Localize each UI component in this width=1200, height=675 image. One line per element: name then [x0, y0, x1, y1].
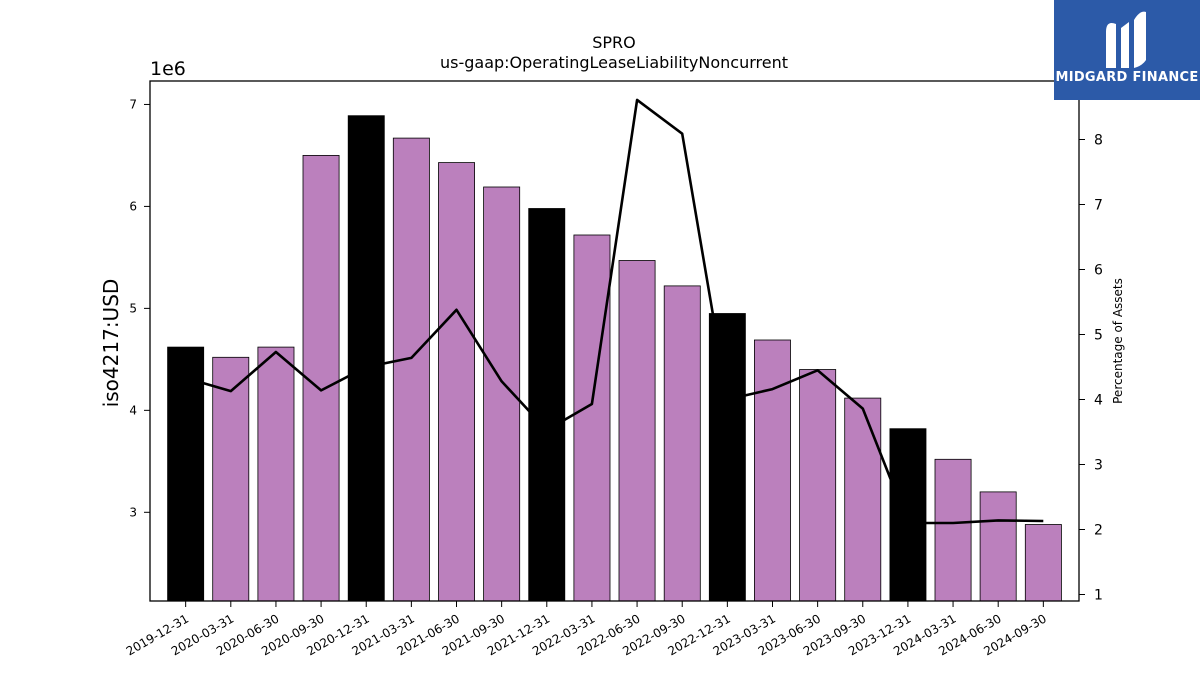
- y2-tick-label-5: 5: [1094, 328, 1103, 344]
- bar-2024-06-30: [979, 491, 1017, 602]
- y-tick-label-6: 6: [129, 199, 137, 213]
- bar-2020-03-31: [212, 356, 250, 602]
- bar-2020-06-30: [257, 346, 295, 602]
- bar-2020-09-30: [302, 154, 340, 602]
- y2-axis-label: Percentage of Assets: [1111, 278, 1125, 404]
- bar-2022-06-30: [618, 260, 656, 602]
- y-tick-label-5: 5: [129, 301, 137, 315]
- y2-tick-label-1: 1: [1094, 588, 1103, 604]
- bar-2019-12-31: [167, 346, 205, 602]
- y2-tick-label-3: 3: [1094, 458, 1103, 474]
- bar-2023-12-31: [889, 428, 927, 602]
- bar-2023-06-30: [799, 369, 837, 602]
- bar-2023-03-31: [754, 339, 791, 602]
- bar-2022-03-31: [573, 234, 611, 602]
- bar-2024-03-31: [934, 458, 972, 602]
- logo-text: MIDGARD FINANCE: [1055, 70, 1199, 85]
- plot-frame: [149, 80, 1080, 602]
- bar-2020-12-31: [347, 115, 385, 602]
- brand-logo: MIDGARD FINANCE: [1054, 0, 1200, 100]
- bar-2021-03-31: [392, 137, 430, 602]
- bar-2022-09-30: [663, 285, 701, 602]
- line-layer: [185, 98, 1044, 525]
- chart-subtitle: us-gaap:OperatingLeaseLiabilityNoncurren…: [440, 53, 788, 72]
- bar-2021-12-31: [528, 208, 566, 602]
- y-tick-label-3: 3: [129, 505, 137, 519]
- y2-tick-label-2: 2: [1094, 523, 1103, 539]
- chart-title: SPRO: [592, 33, 636, 52]
- y2-tick-label-4: 4: [1094, 393, 1103, 409]
- bars-layer: [167, 115, 1062, 602]
- y2-tick-label-7: 7: [1094, 198, 1103, 214]
- y-tick-label-4: 4: [129, 403, 137, 417]
- y2-tick-label-6: 6: [1094, 263, 1103, 279]
- y-axis-label: iso4217:USD: [99, 279, 123, 408]
- bar-2024-09-30: [1024, 524, 1062, 602]
- bar-2022-12-31: [708, 313, 746, 602]
- bar-2023-09-30: [844, 397, 882, 602]
- y2-tick-label-8: 8: [1094, 133, 1103, 149]
- y-axis-right: 1 2 3 4 5 6 7 8: [1079, 133, 1103, 604]
- x-axis: 2019-12-312020-03-312020-06-302020-09-30…: [124, 601, 1049, 658]
- bar-2021-06-30: [438, 162, 475, 602]
- y-tick-label-7: 7: [129, 97, 137, 111]
- logo-mark-icon: [1106, 11, 1146, 68]
- y-multiplier-label: 1e6: [150, 58, 186, 80]
- y-axis-left: 3 4 5 6 7: [129, 97, 150, 519]
- percentage-line: [185, 98, 1044, 525]
